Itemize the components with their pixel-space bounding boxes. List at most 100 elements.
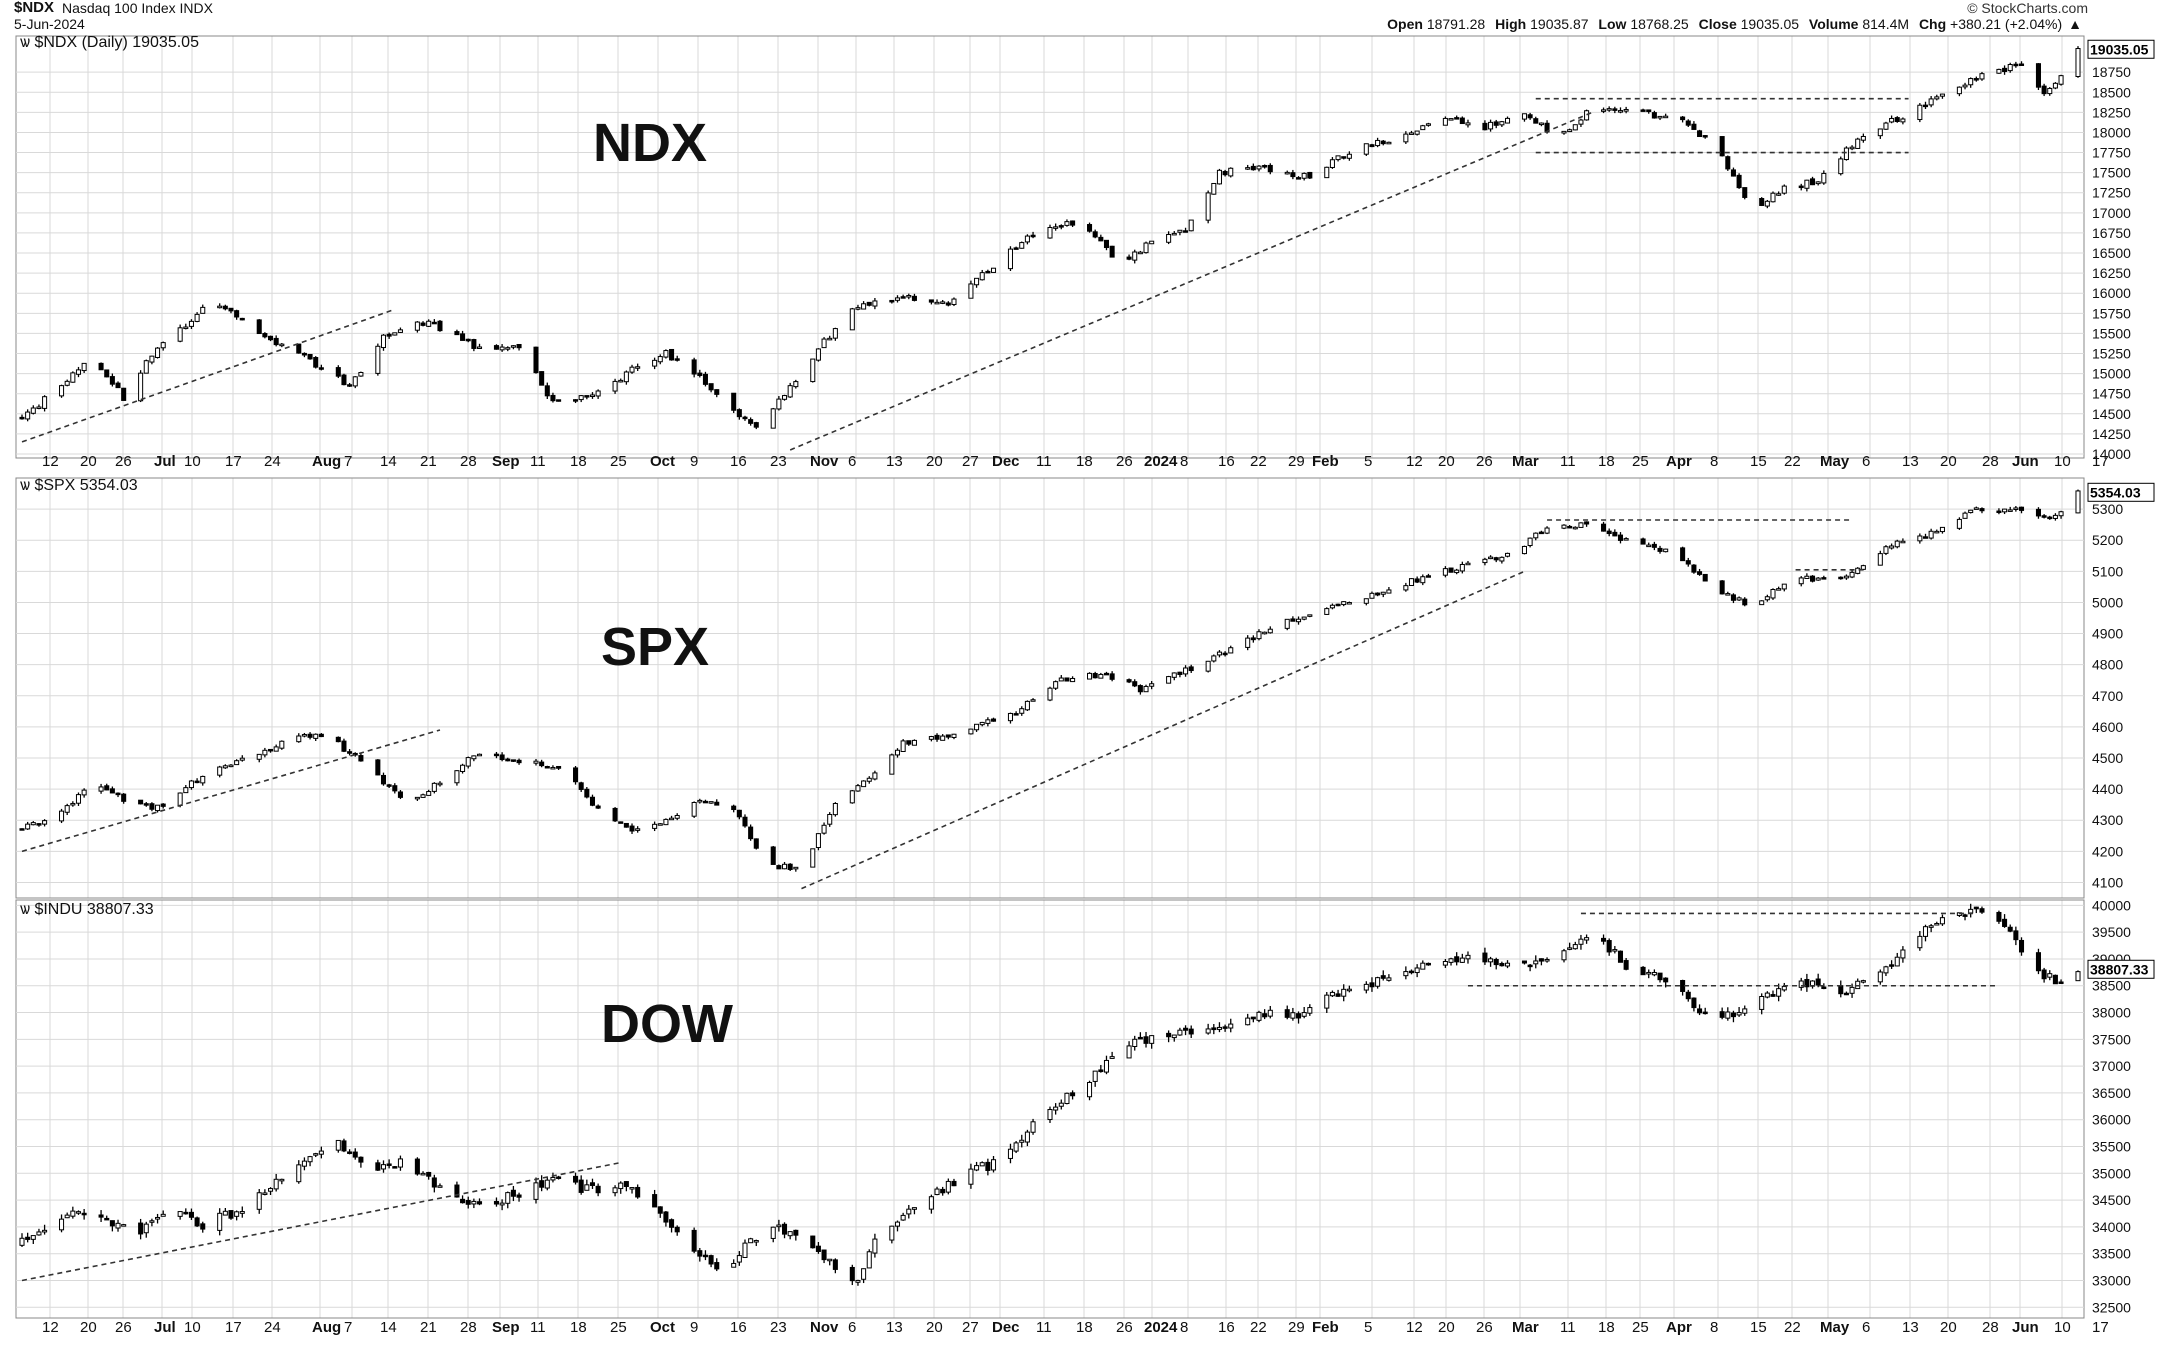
candle-body xyxy=(1956,518,1962,529)
exchange-label: INDX xyxy=(179,0,213,16)
candle-body xyxy=(1702,1011,1708,1015)
candle-body xyxy=(1408,578,1415,586)
candle-body xyxy=(1465,954,1471,960)
candle-body xyxy=(612,380,618,392)
candle-body xyxy=(612,1187,618,1194)
candle-body xyxy=(1262,631,1268,635)
candle-body xyxy=(1380,975,1386,979)
candle-body xyxy=(1527,114,1533,119)
candle-body xyxy=(1719,136,1725,157)
candle-body xyxy=(906,294,912,298)
candle-body xyxy=(2075,971,2081,982)
candle-body xyxy=(476,346,483,349)
candle-body xyxy=(2058,75,2064,85)
candle-body xyxy=(1939,93,1945,97)
y-tick-label: 37500 xyxy=(2092,1031,2131,1047)
candle-body xyxy=(821,1249,827,1261)
x-tick-label: 20 xyxy=(1940,453,1957,470)
candle-body xyxy=(787,863,793,870)
candle-body xyxy=(1781,583,1787,590)
candle-body xyxy=(426,791,432,796)
candle-body xyxy=(663,818,669,826)
x-tick-label: 25 xyxy=(610,453,627,470)
y-tick-label: 32500 xyxy=(2092,1299,2131,1315)
candle-body xyxy=(1442,568,1448,576)
candle-body xyxy=(1657,547,1663,552)
candle-body xyxy=(1663,115,1669,119)
candle-body xyxy=(1527,964,1533,968)
candle-body xyxy=(866,301,872,306)
y-tick-label: 4900 xyxy=(2092,626,2123,642)
x-tick-label: 20 xyxy=(80,453,97,470)
candle-body xyxy=(1889,545,1895,549)
candle-body xyxy=(1149,240,1155,245)
candle-body xyxy=(358,755,364,762)
candle-body xyxy=(928,299,934,303)
candle-body xyxy=(2041,85,2047,95)
y-tick-label: 15500 xyxy=(2092,325,2131,341)
candle-body xyxy=(1567,947,1573,950)
panel-frame xyxy=(15,477,2085,899)
candle-body xyxy=(770,1226,776,1239)
overlay-label-spx: SPX xyxy=(601,617,710,677)
candle-body xyxy=(1877,971,1883,983)
candle-body xyxy=(968,1168,974,1185)
panel-title-ndx: ѡ $NDX (Daily) 19035.05 xyxy=(20,34,199,51)
candle-body xyxy=(188,320,194,327)
candle-body xyxy=(1386,589,1392,594)
candle-body xyxy=(849,308,855,331)
y-tick-label: 18000 xyxy=(2092,124,2131,140)
candle-body xyxy=(1222,1026,1228,1029)
candle-body xyxy=(420,794,426,798)
candle-body xyxy=(1019,1139,1025,1143)
candle-body xyxy=(1567,525,1573,529)
x-tick-label: 28 xyxy=(460,453,477,470)
y-tick-label: 17000 xyxy=(2092,205,2131,221)
candle-body xyxy=(380,1164,387,1170)
candle-body xyxy=(75,369,82,375)
y-tick-label: 36000 xyxy=(2092,1112,2131,1128)
candle-body xyxy=(539,761,545,767)
x-tick-label: Feb xyxy=(1312,1319,1339,1336)
x-tick-label: 16 xyxy=(1218,453,1235,470)
candle-body xyxy=(98,1214,104,1218)
candle-body xyxy=(104,369,110,378)
x-tick-label: 12 xyxy=(1406,453,1423,470)
candle-body xyxy=(386,1163,392,1166)
candle-body xyxy=(36,1231,42,1236)
candle-body xyxy=(731,392,737,411)
candle-body xyxy=(985,719,991,724)
candle-body xyxy=(1584,110,1590,121)
x-tick-label: 27 xyxy=(962,453,979,470)
candle-body xyxy=(1601,523,1607,532)
candle-body xyxy=(2047,87,2053,95)
y-tick-label: 36500 xyxy=(2092,1085,2131,1101)
candle-body xyxy=(1742,187,1748,198)
candle-body xyxy=(1442,117,1448,126)
candle-body xyxy=(1454,569,1460,574)
candle-body xyxy=(1996,911,2002,922)
candle-body xyxy=(70,1210,76,1217)
x-tick-label: Aug xyxy=(312,1319,341,1336)
candle-body xyxy=(1324,608,1330,615)
candle-body xyxy=(866,777,872,782)
candle-body xyxy=(1177,671,1183,675)
candle-body xyxy=(313,357,319,368)
candle-body xyxy=(1928,925,1934,928)
candle-body xyxy=(1849,571,1855,578)
candle-body xyxy=(776,1224,782,1228)
candle-body xyxy=(1764,200,1770,207)
x-tick-label: 9 xyxy=(690,1319,698,1336)
candle-body xyxy=(341,1140,347,1152)
candle-body xyxy=(1922,926,1929,937)
candle-body xyxy=(945,1180,951,1193)
candle-body xyxy=(1064,221,1070,226)
candle-body xyxy=(1109,245,1115,258)
candle-body xyxy=(75,1211,82,1214)
candle-body xyxy=(815,348,821,361)
candle-body xyxy=(1894,540,1900,548)
x-tick-label: Aug xyxy=(312,453,341,470)
candle-body xyxy=(1228,647,1234,654)
candle-body xyxy=(2041,515,2047,518)
candle-body xyxy=(121,387,127,401)
